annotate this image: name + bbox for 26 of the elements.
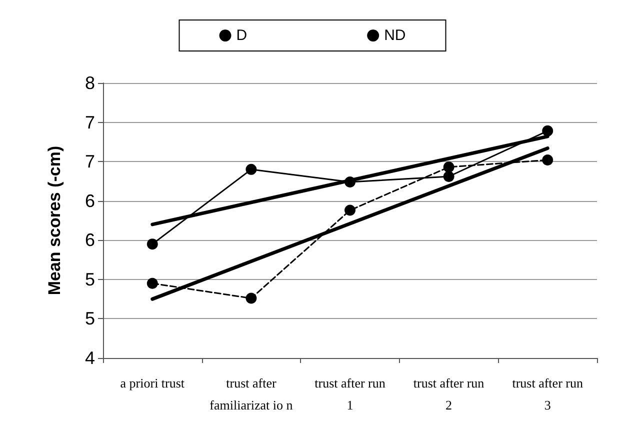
point xyxy=(146,238,158,250)
y-tick-label: 8 xyxy=(84,73,95,93)
x-tick-label: trust after run 2 xyxy=(413,376,485,412)
legend-label: D xyxy=(236,27,248,44)
point xyxy=(344,204,356,216)
point xyxy=(344,176,356,188)
y-tick-label: 7 xyxy=(84,112,95,132)
point xyxy=(542,154,554,166)
y-axis-title: Mean scores (-cm) xyxy=(45,146,64,296)
legend-label: ND xyxy=(384,27,406,44)
x-tick-label: trust after familiarizat io n xyxy=(210,376,294,412)
y-tick-label: 7 xyxy=(84,152,95,172)
point xyxy=(146,278,158,289)
point xyxy=(542,125,554,136)
point xyxy=(443,171,454,182)
x-tick-label: trust after run 1 xyxy=(314,376,386,412)
y-tick-label: 4 xyxy=(84,348,95,368)
y-tick-label: 6 xyxy=(84,230,95,250)
point xyxy=(443,162,454,173)
x-tick-label: trust after run 3 xyxy=(512,376,584,412)
x-tick-label: a priori trust xyxy=(120,376,185,390)
y-tick-label: 5 xyxy=(84,308,95,329)
point xyxy=(246,292,257,304)
y-tick-label: 5 xyxy=(84,269,95,290)
point xyxy=(246,164,257,175)
y-tick-label: 6 xyxy=(84,190,95,211)
